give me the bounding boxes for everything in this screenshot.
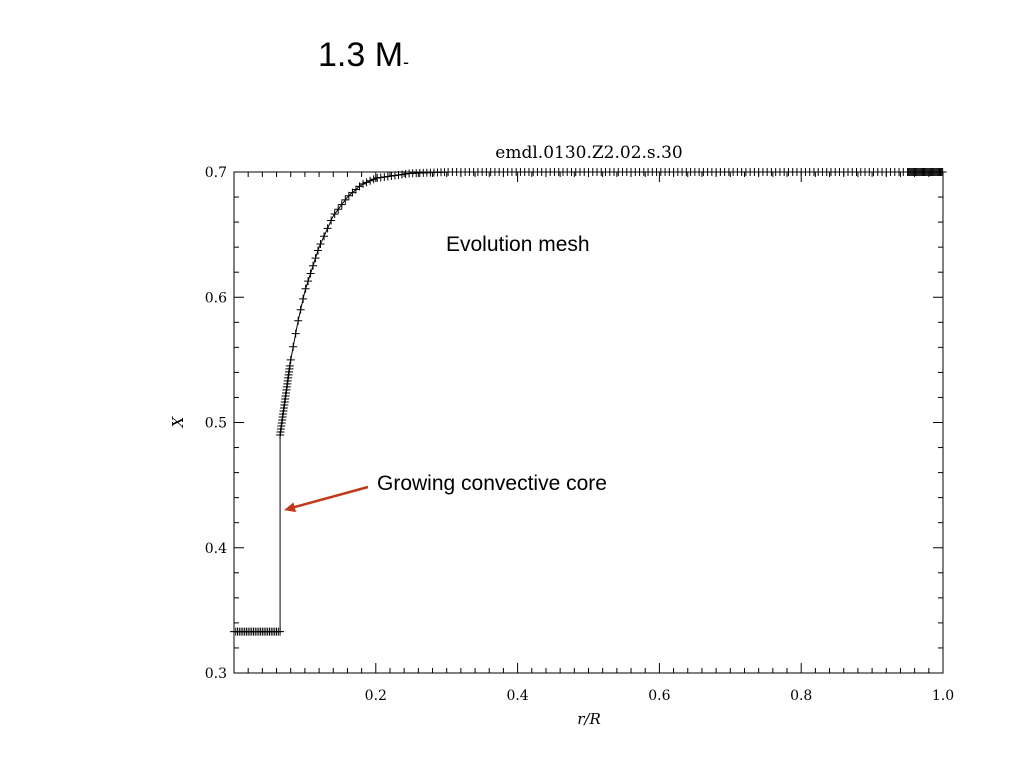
data-point (383, 172, 392, 181)
data-point (330, 209, 339, 218)
y-tick-label: 0.4 (205, 541, 227, 557)
data-point (341, 195, 350, 204)
y-tick-labels: 0.3 0.4 0.5 0.6 0.7 (205, 165, 227, 682)
arrow-shaft (293, 485, 369, 509)
x-tick-label: 0.2 (365, 688, 387, 704)
data-point (301, 284, 310, 293)
data-point (286, 355, 295, 364)
data-point (316, 240, 325, 249)
data-point (390, 171, 399, 180)
y-tick-label: 0.5 (205, 416, 227, 432)
data-point (387, 172, 396, 181)
x-tick-labels: 0.2 0.4 0.6 0.8 1.0 (365, 688, 954, 704)
data-point (306, 269, 315, 278)
data-point (380, 173, 389, 182)
y-tick-label: 0.6 (205, 290, 227, 306)
data-point (401, 170, 410, 179)
annotation-convective-core: Growing convective core (377, 472, 607, 495)
data-point (304, 277, 313, 286)
y-tick-label: 0.3 (205, 666, 227, 682)
data-point (334, 205, 343, 214)
data-point (327, 216, 336, 225)
data-point (276, 627, 285, 636)
data-point (309, 261, 318, 270)
data-point (289, 342, 298, 351)
data-point (362, 178, 371, 187)
data-point (373, 174, 382, 183)
x-tick-label: 1.0 (932, 688, 954, 704)
data-point (394, 171, 403, 180)
arrow-head (284, 502, 297, 513)
y-axis-label: X (169, 415, 187, 428)
data-point (311, 254, 320, 263)
x-axis-label: r/R (577, 710, 601, 728)
slide-title-subscript: - (403, 52, 410, 72)
annotation-arrow (284, 485, 369, 513)
data-point (398, 170, 407, 179)
data-point (376, 173, 385, 182)
y-tick-label: 0.7 (205, 165, 227, 181)
data-point (299, 294, 308, 303)
annotation-evolution-mesh: Evolution mesh (446, 233, 590, 256)
data-point (369, 175, 378, 184)
data-point (294, 316, 303, 325)
data-point (337, 200, 346, 209)
data-point (938, 168, 947, 176)
data-point (366, 176, 375, 185)
data-point (296, 305, 305, 314)
slide-title: 1.3 M- (318, 36, 409, 75)
data-point (323, 224, 332, 233)
x-tick-label: 0.6 (648, 688, 670, 704)
data-point (285, 361, 294, 370)
data-point (320, 232, 329, 241)
data-point (291, 329, 300, 338)
data-series (230, 168, 947, 636)
x-tick-label: 0.4 (506, 688, 528, 704)
x-tick-label: 0.8 (790, 688, 812, 704)
slide-title-text: 1.3 M (318, 36, 404, 74)
chart-title: emdl.0130.Z2.02.s.30 (495, 143, 682, 163)
data-point (314, 246, 323, 255)
data-point (359, 179, 368, 188)
